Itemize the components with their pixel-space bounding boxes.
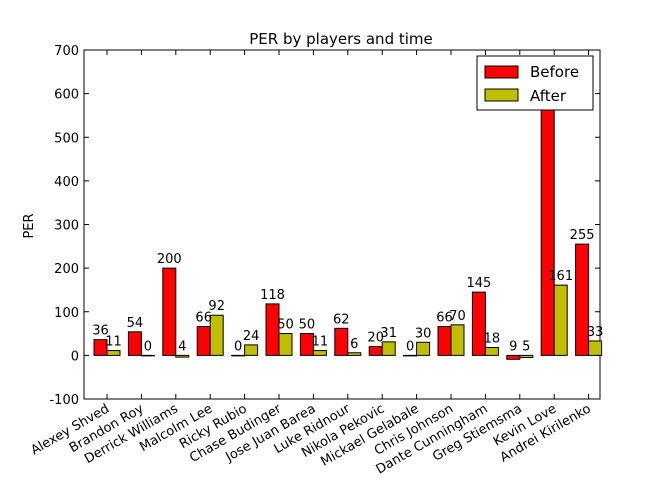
data-label-after: 6: [350, 337, 358, 352]
bar-after: [347, 352, 362, 356]
bar-before: [196, 326, 211, 356]
chart-title: PER by players and time: [249, 30, 433, 48]
data-label-before: 36: [92, 324, 109, 339]
bar-after: [519, 354, 534, 359]
data-label-after: 33: [587, 325, 604, 340]
data-label-before: 118: [260, 288, 285, 303]
data-label-after: 18: [484, 332, 501, 347]
bar-before: [127, 331, 142, 356]
y-tick-label: -100: [49, 393, 79, 408]
data-label-after: 161: [548, 269, 573, 284]
bar-before: [575, 243, 590, 356]
data-label-before: 0: [406, 339, 414, 354]
data-label-before: 54: [127, 316, 144, 331]
bar-after: [209, 314, 224, 356]
data-label-before: 255: [570, 228, 595, 243]
bar-before: [265, 303, 280, 356]
data-label-after: 31: [380, 326, 397, 341]
bar-after: [175, 354, 190, 358]
data-label-after: 92: [208, 299, 225, 314]
data-label-after: 4: [178, 339, 186, 354]
y-tick-label: 400: [54, 175, 79, 190]
data-label-after: 11: [312, 335, 329, 350]
data-label-after: 11: [105, 335, 122, 350]
data-label-after: 30: [415, 326, 432, 341]
data-label-before: 20: [367, 331, 384, 346]
bar-before: [93, 339, 108, 356]
legend-label-after: After: [530, 87, 567, 105]
data-label-after: 50: [277, 318, 294, 333]
legend-label-before: Before: [530, 63, 579, 81]
legend: Before After: [476, 55, 594, 111]
data-label-before: 50: [299, 318, 316, 333]
legend-swatch-after: [484, 88, 519, 102]
bar-after: [416, 341, 431, 356]
bar-after: [278, 333, 293, 356]
y-tick-label: 600: [54, 88, 79, 103]
legend-swatch-before: [484, 65, 519, 79]
y-tick-label: 0: [71, 349, 79, 364]
bar-after: [588, 340, 603, 356]
bar-before: [299, 333, 314, 356]
data-label-before: 66: [436, 311, 453, 326]
bar-after: [553, 284, 568, 356]
y-axis-label: PER: [22, 213, 37, 238]
bar-after: [450, 324, 465, 356]
data-label-after: 5: [522, 339, 530, 354]
bars-group: [93, 71, 603, 360]
data-label-before: 200: [157, 252, 182, 267]
bar-before: [403, 354, 418, 357]
bar-before: [231, 354, 246, 357]
data-label-before: 9: [509, 339, 517, 354]
bar-before: [368, 346, 383, 356]
y-tick-label: 500: [54, 131, 79, 146]
bar-before: [334, 327, 349, 356]
bar-after: [140, 354, 155, 357]
y-tick-label: 100: [54, 306, 79, 321]
bar-before: [437, 326, 452, 356]
data-label-before: 145: [466, 276, 491, 291]
bar-before: [506, 354, 521, 360]
bar-before: [540, 71, 555, 356]
y-tick-label: 700: [54, 44, 79, 59]
data-label-before: 62: [333, 312, 350, 327]
bar-after: [381, 341, 396, 356]
data-label-after: 24: [243, 329, 260, 344]
data-label-before: 0: [234, 339, 242, 354]
bar-before: [471, 291, 486, 356]
y-tick-label: 300: [54, 219, 79, 234]
bar-after: [312, 350, 327, 356]
bar-after: [484, 347, 499, 356]
data-label-after: 0: [144, 339, 152, 354]
data-label-before: 66: [195, 311, 212, 326]
bar-before: [162, 267, 177, 356]
y-tick-label: 200: [54, 262, 79, 277]
bar-after: [244, 344, 259, 356]
data-label-after: 70: [449, 309, 466, 324]
bar-after: [106, 350, 121, 356]
